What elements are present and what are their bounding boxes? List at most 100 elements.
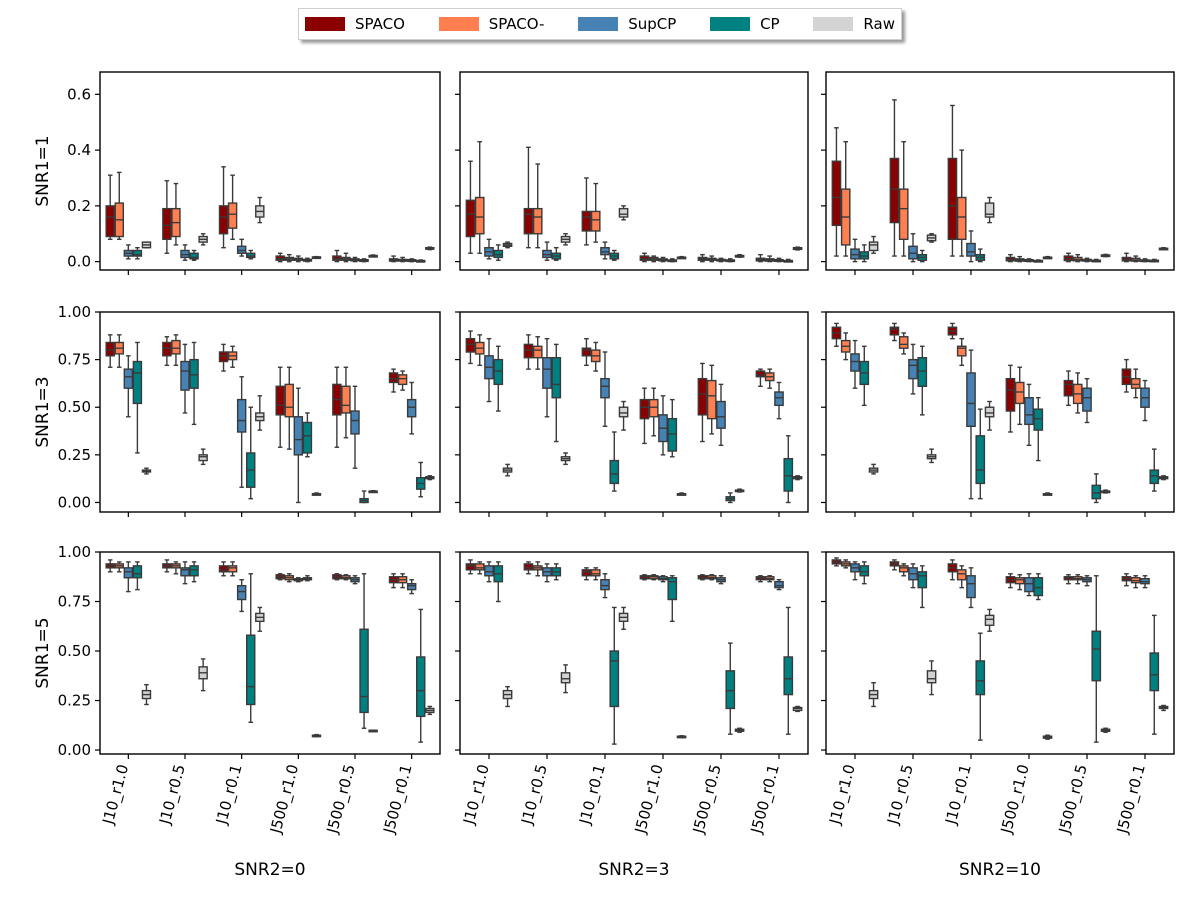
box-body — [590, 210, 601, 232]
box-body — [388, 372, 399, 384]
box-body — [966, 372, 976, 427]
box-cp-j10_r0-5 — [917, 565, 928, 609]
legend-entry-cp: CP — [710, 15, 780, 33]
box-body — [493, 358, 504, 386]
box-spaco-j500_r1-0 — [639, 387, 650, 445]
box-body — [359, 628, 369, 714]
box-supcp-j500_r0-1 — [774, 579, 784, 591]
box-spaco-minus-j10_r0-1 — [590, 567, 601, 581]
box-spaco-minus-j10_r1-0 — [840, 332, 851, 361]
box-supcp-j10_r1-0 — [123, 355, 134, 418]
box-spaco-minus-j10_r0-1 — [227, 345, 238, 368]
box-raw-j10_r1-0 — [502, 463, 513, 477]
legend-label-spaco: SPACO — [355, 15, 405, 33]
box-raw-j10_r1-0 — [502, 241, 513, 249]
box-supcp-j10_r0-5 — [908, 233, 918, 263]
box-spaco-minus-j500_r0-5 — [1072, 574, 1083, 585]
box-spaco-j500_r0-5 — [1063, 252, 1074, 263]
box-supcp-j10_r0-1 — [600, 241, 610, 260]
box-raw-j500_r1-0 — [1042, 734, 1053, 740]
box-body — [908, 358, 918, 380]
box-cp-j500_r0-1 — [783, 258, 794, 263]
box-raw-j10_r0-1 — [984, 400, 995, 431]
box-body — [105, 205, 115, 238]
box-body — [189, 358, 199, 389]
box-body — [1091, 484, 1102, 500]
box-raw-j10_r0-1 — [255, 196, 265, 224]
box-spaco-j10_r0-1 — [218, 561, 229, 577]
box-supcp-j500_r0-1 — [1140, 379, 1150, 422]
y-tick-label: 0.75 — [58, 593, 91, 611]
box-spaco-j500_r0-1 — [755, 575, 766, 583]
box-raw-j10_r1-0 — [141, 683, 152, 706]
box-cp-j500_r0-1 — [1149, 448, 1160, 492]
box-spaco-minus-j500_r1-0 — [284, 573, 295, 583]
box-raw-j10_r0-1 — [618, 205, 629, 221]
box-supcp-j10_r1-0 — [850, 238, 860, 263]
box-spaco-j10_r0-1 — [947, 104, 958, 257]
box-supcp-j10_r0-5 — [542, 563, 552, 583]
box-raw-j500_r0-1 — [792, 705, 803, 713]
box-supcp-j500_r1-0 — [293, 255, 304, 263]
box-spaco-j500_r1-0 — [639, 252, 650, 263]
box-supcp-j10_r1-0 — [484, 337, 494, 403]
box-body — [898, 336, 909, 349]
box-supcp-j10_r0-1 — [600, 573, 610, 599]
legend-entry-raw: Raw — [813, 15, 895, 33]
box-body — [341, 385, 351, 414]
box-cp-j10_r1-0 — [493, 244, 504, 261]
box-cp-j500_r0-1 — [1149, 258, 1160, 263]
box-spaco-j500_r0-1 — [755, 253, 766, 263]
x-tick-label: J10_r0.5 — [155, 762, 189, 827]
box-body — [774, 391, 784, 407]
box-body — [783, 457, 794, 492]
box-raw-j500_r0-1 — [425, 246, 435, 251]
panel-r2-c2: J10_r1.0 J10_r0.5 J10_r0.1 J500_r1.0 J500_r0… — [821, 551, 1175, 836]
box-supcp-j500_r0-1 — [774, 257, 784, 263]
box-cp-j10_r1-0 — [493, 561, 504, 603]
x-tick-label: J10_r1.0 — [99, 762, 133, 827]
y-tick-label: 0.50 — [58, 398, 91, 416]
box-supcp-j10_r0-5 — [180, 343, 190, 414]
box-spaco-j500_r0-1 — [1121, 252, 1132, 263]
box-body — [956, 345, 967, 357]
box-spaco-minus-j10_r0-5 — [898, 141, 909, 257]
box-supcp-j500_r0-1 — [406, 579, 417, 595]
box-cp-j10_r0-5 — [551, 343, 562, 443]
panel-frame — [825, 311, 1175, 513]
box-body — [105, 341, 115, 357]
y-tick-label: 0.2 — [67, 197, 91, 215]
box-cp-j10_r1-0 — [859, 244, 870, 263]
box-body — [180, 567, 190, 577]
box-raw-j500_r0-1 — [1158, 704, 1169, 712]
box-body — [218, 205, 229, 235]
box-body — [350, 410, 360, 435]
box-body — [406, 398, 417, 418]
box-body — [474, 196, 485, 235]
box-spaco-minus-j10_r1-0 — [474, 141, 485, 254]
box-supcp-j10_r0-1 — [236, 238, 247, 257]
box-body — [1082, 387, 1092, 412]
box-body — [465, 337, 476, 353]
box-raw-j10_r0-1 — [255, 606, 265, 632]
box-cp-j500_r0-1 — [416, 608, 426, 743]
box-body — [275, 385, 285, 416]
box-spaco-minus-j500_r0-1 — [1130, 575, 1141, 589]
box-spaco-minus-j10_r1-0 — [474, 334, 485, 367]
box-spaco-j500_r0-1 — [388, 573, 399, 589]
box-body — [218, 351, 229, 363]
box-supcp-j500_r0-5 — [1082, 575, 1092, 587]
column-label-snr2: SNR2=10 — [959, 860, 1041, 880]
box-body — [560, 672, 571, 684]
box-body — [474, 563, 485, 571]
panel-r2-c0: 0.00 0.25 0.50 0.75 1.00 J10_r1.0 J10_r0.5 J10_… — [58, 543, 441, 836]
box-body — [618, 207, 629, 218]
box-spaco-minus-j10_r0-1 — [956, 337, 967, 367]
box-raw-j500_r0-5 — [734, 727, 745, 733]
box-cp-j500_r1-0 — [1033, 259, 1044, 263]
box-cp-j10_r1-0 — [859, 345, 870, 407]
box-spaco-j500_r0-1 — [388, 255, 399, 263]
box-supcp-j500_r0-5 — [1082, 377, 1092, 424]
x-tick-label: J10_r0.5 — [883, 762, 917, 827]
